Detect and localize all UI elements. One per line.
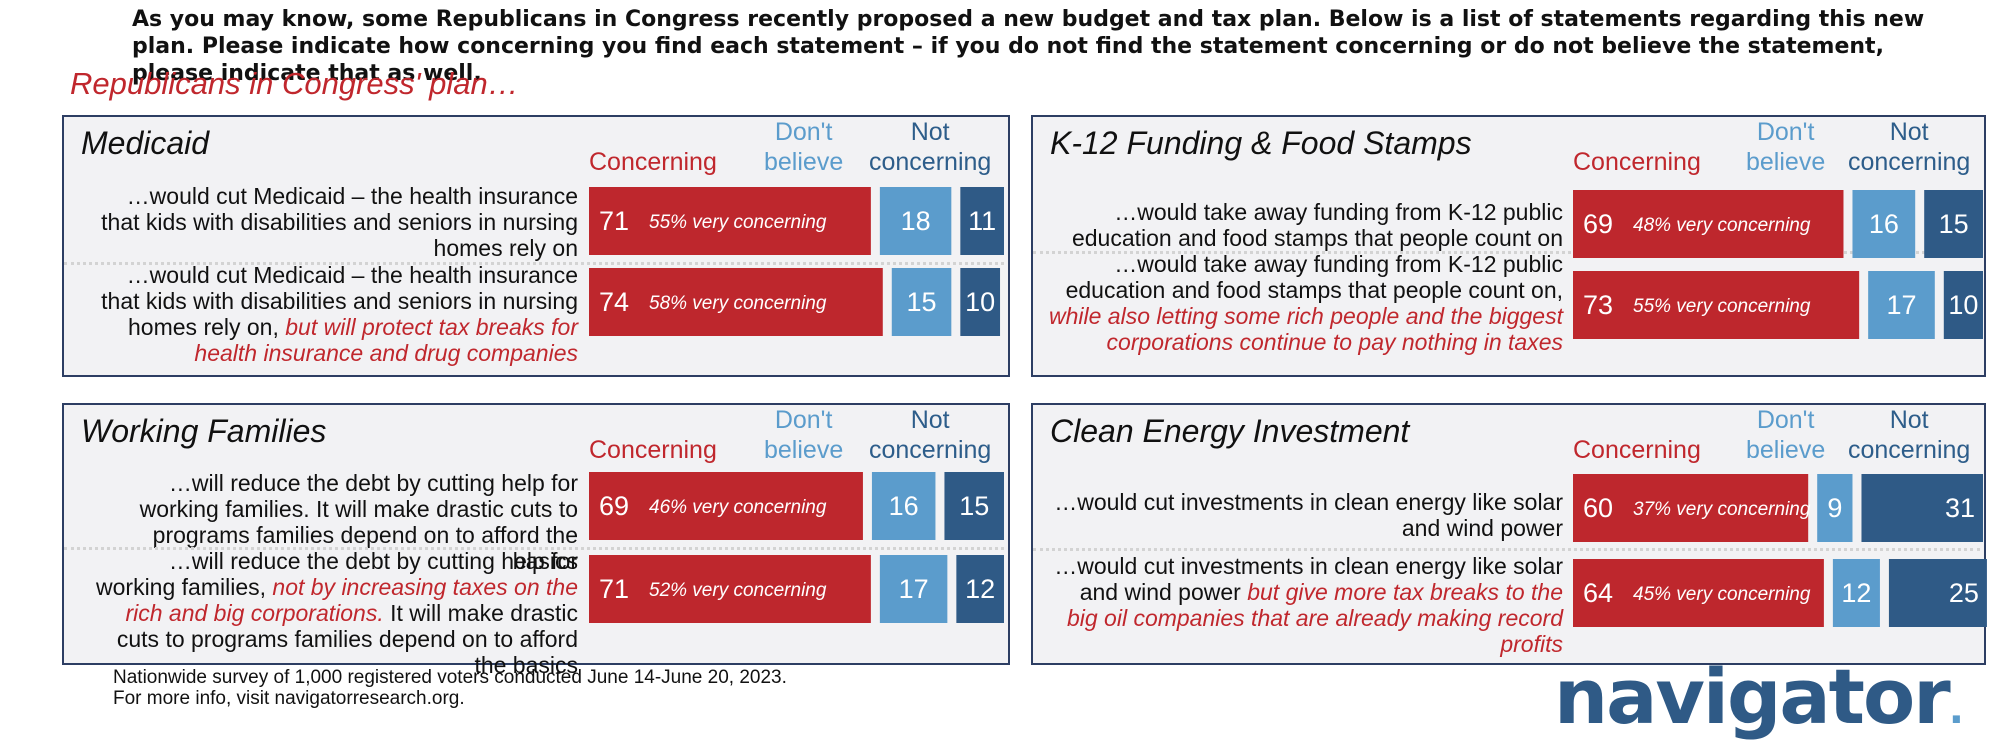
bar-concerning (589, 555, 871, 623)
bar-value-label: 17 (899, 574, 929, 604)
statement-text: …would cut Medicaid – the health insuran… (101, 183, 578, 261)
very-concerning-label: 55% very concerning (1633, 296, 1811, 317)
panel-clean-energy: Clean Energy Investment Concerning Don't… (1031, 403, 1987, 665)
bar-dont-believe (879, 555, 948, 623)
panel-title: Medicaid (81, 125, 210, 161)
bar-value-label: 15 (907, 287, 937, 317)
column-header-not-concerning: Not concerning (1848, 118, 1971, 176)
very-concerning-label: 37% very concerning (1633, 499, 1811, 520)
column-header-not-concerning: Not concerning (1848, 406, 1971, 464)
column-header-concerning: Concerning (1573, 148, 1701, 176)
bar-value-label: 60 (1583, 493, 1613, 523)
panel-title: Clean Energy Investment (1050, 413, 1410, 449)
panel-k12-food-stamps: K-12 Funding & Food Stamps Concerning Do… (1031, 115, 1986, 377)
bar-dont-believe (1832, 559, 1880, 627)
bar-value-label: 25 (1949, 578, 1979, 608)
bar-value-label: 18 (901, 206, 931, 236)
row-divider (1033, 548, 1980, 551)
bar-not-concerning (1924, 190, 1983, 258)
very-concerning-label: 52% very concerning (649, 580, 827, 601)
bar-value-label: 16 (1869, 209, 1899, 239)
bar-value-label: 16 (889, 491, 919, 521)
bar-value-label: 74 (599, 287, 629, 317)
very-concerning-label: 58% very concerning (649, 293, 827, 314)
bar-concerning (589, 472, 863, 540)
bar-not-concerning (960, 268, 1001, 336)
bar-value-label: 64 (1583, 578, 1613, 608)
very-concerning-label: 45% very concerning (1633, 584, 1811, 605)
row-divider (64, 547, 1004, 550)
bar-value-label: 10 (1948, 290, 1978, 320)
bar-concerning (1573, 559, 1824, 627)
panel-title: Working Families (81, 413, 327, 449)
bar-value-label: 71 (599, 206, 629, 236)
bar-value-label: 10 (965, 287, 995, 317)
bar-value-label: 71 (599, 574, 629, 604)
bar-value-label: 15 (959, 491, 989, 521)
bar-value-label: 11 (968, 206, 996, 236)
very-concerning-label: 48% very concerning (1633, 215, 1811, 236)
column-header-not-concerning: Not concerning (869, 118, 992, 176)
bar-concerning (1573, 190, 1844, 258)
column-header-dont-believe: Don't believe (764, 118, 844, 176)
column-header-dont-believe: Don't believe (764, 406, 844, 464)
bar-not-concerning (956, 555, 1004, 623)
very-concerning-label: 46% very concerning (649, 497, 827, 518)
bar-dont-believe (1817, 474, 1853, 542)
statement-text: …would take away funding from K-12 publi… (1071, 199, 1563, 251)
bar-not-concerning (1943, 271, 1983, 339)
column-header-concerning: Concerning (589, 436, 717, 464)
panel-title: K-12 Funding & Food Stamps (1050, 125, 1472, 161)
very-concerning-label: 55% very concerning (649, 212, 827, 233)
statement-text: …will reduce the debt by cutting help fo… (139, 470, 578, 574)
bar-concerning (589, 187, 871, 255)
survey-question: As you may know, some Republicans in Con… (132, 7, 1925, 86)
bar-value-label: 12 (1841, 578, 1871, 608)
bar-chart: 60 37% very concerning 9 31 64 45% very conce… (1573, 474, 1987, 627)
column-header-dont-believe: Don't believe (1746, 118, 1826, 176)
bar-value-label: 31 (1945, 493, 1975, 523)
bar-not-concerning (1861, 474, 1983, 542)
bar-chart: 71 55% very concerning 18 11 74 58% very conc… (589, 187, 1004, 336)
bar-value-label: 69 (599, 491, 629, 521)
bar-concerning (1573, 271, 1860, 339)
navigator-logo: navigator. (1554, 652, 1964, 741)
bar-value-label: 73 (1583, 290, 1613, 320)
bar-not-concerning (1888, 559, 1987, 627)
row-divider (64, 262, 1004, 265)
bar-value-label: 12 (965, 574, 995, 604)
column-header-dont-believe: Don't believe (1746, 406, 1826, 464)
bar-not-concerning (944, 472, 1004, 540)
bar-dont-believe (891, 268, 952, 336)
chart-subtitle: Republicans in Congress' plan… (70, 66, 519, 101)
bar-value-label: 15 (1939, 209, 1969, 239)
statement-text: …would cut investments in clean energy l… (1054, 553, 1563, 657)
bar-concerning (589, 268, 883, 336)
bar-dont-believe (1868, 271, 1935, 339)
bar-not-concerning (960, 187, 1004, 255)
column-header-concerning: Concerning (1573, 436, 1701, 464)
bar-value-label: 17 (1886, 290, 1916, 320)
column-header-concerning: Concerning (589, 148, 717, 176)
bar-dont-believe (879, 187, 952, 255)
panel-medicaid: Medicaid Concerning Don't believe Not conc… (62, 115, 1010, 377)
statement-text: …would cut investments in clean energy l… (1054, 489, 1563, 541)
row-divider (1033, 251, 1980, 254)
statement-text: …would cut Medicaid – the health insuran… (101, 262, 578, 366)
footnote-website: For more info, visit navigatorresearch.o… (113, 688, 465, 709)
bar-value-label: 9 (1827, 493, 1842, 523)
statement-text: …would take away funding from K-12 publi… (1049, 251, 1563, 355)
bar-dont-believe (1852, 190, 1916, 258)
bar-chart: 69 46% very concerning 16 15 71 52% very conc… (589, 472, 1004, 623)
bar-value-label: 69 (1583, 209, 1613, 239)
column-header-not-concerning: Not concerning (869, 406, 992, 464)
statement-text: …will reduce the debt by cutting help fo… (96, 548, 578, 678)
footnote-survey-info: Nationwide survey of 1,000 registered vo… (113, 667, 787, 688)
panel-working-families: Working Families Concerning Don't believe… (62, 403, 1010, 678)
bar-concerning (1573, 474, 1809, 542)
footnote: Nationwide survey of 1,000 registered vo… (113, 667, 787, 709)
bar-chart: 69 48% very concerning 16 15 73 55% very conc… (1573, 190, 1983, 339)
bar-dont-believe (871, 472, 936, 540)
